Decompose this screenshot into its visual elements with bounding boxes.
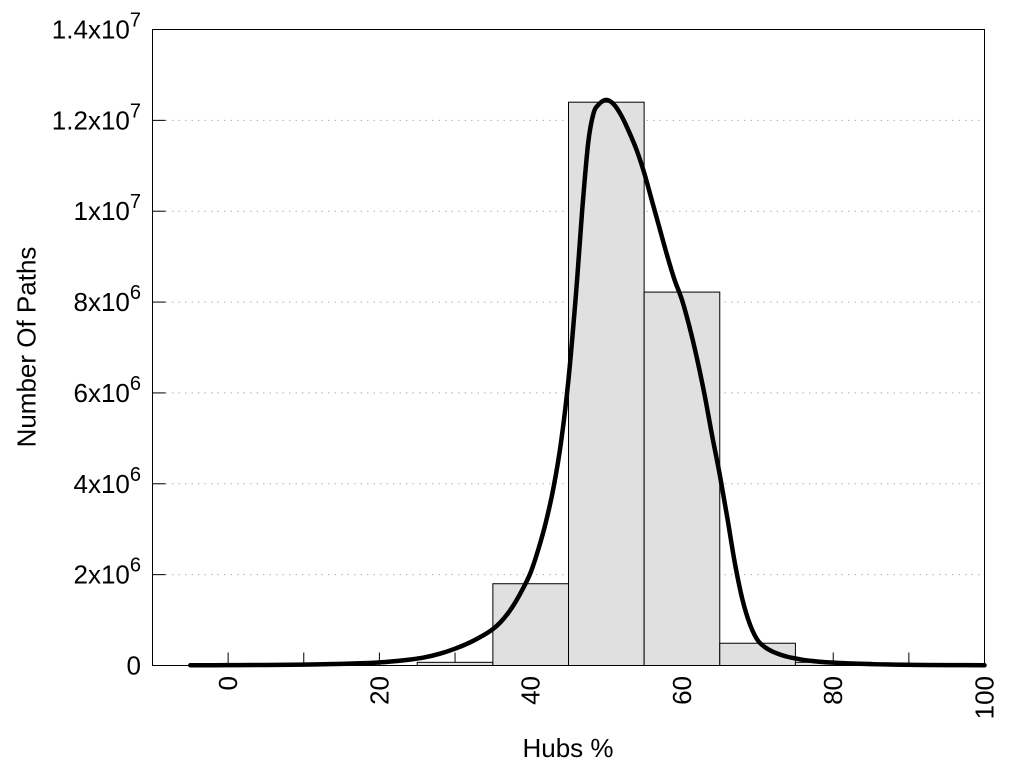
- y-tick-label: 2x106: [73, 555, 141, 590]
- x-tick-label: 20: [364, 676, 394, 705]
- x-tick-label: 40: [516, 676, 546, 705]
- x-tick-label: 0: [213, 676, 243, 690]
- x-tick-label: 80: [818, 676, 848, 705]
- histogram-bar: [568, 101, 645, 666]
- y-tick-label: 1.4x107: [52, 10, 141, 45]
- plot-border: [152, 29, 985, 666]
- x-tick-label: 100: [970, 676, 1000, 719]
- histogram-bar: [643, 291, 721, 666]
- y-tick-label: 0: [127, 651, 141, 681]
- y-tick-label: 1x107: [73, 191, 141, 226]
- y-tick-label: 6x106: [73, 373, 141, 408]
- histogram-bar: [492, 583, 570, 667]
- y-tick-label: 8x106: [73, 282, 141, 317]
- x-axis-label: Hubs %: [522, 733, 614, 763]
- fit-curve: [188, 97, 987, 668]
- y-tick-label: 1.2x107: [52, 100, 141, 135]
- y-tick-label: 4x106: [73, 464, 141, 499]
- x-tick-label: 60: [667, 676, 697, 705]
- y-axis-label: Number Of Paths: [11, 246, 42, 448]
